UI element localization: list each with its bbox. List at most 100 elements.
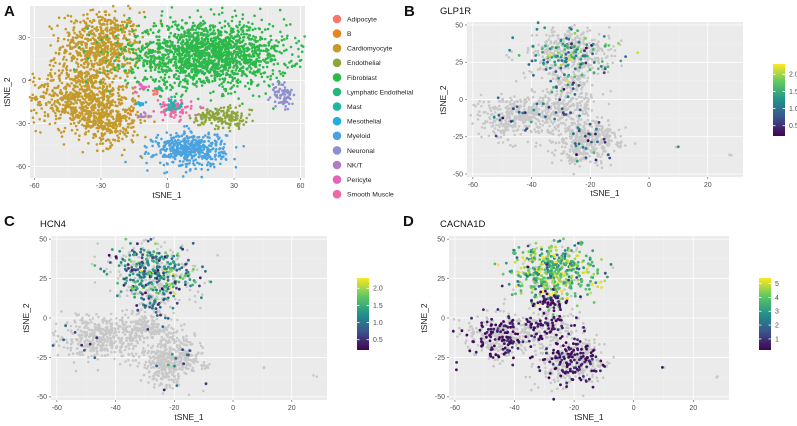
cell-point [139,121,142,125]
cell-point [169,16,172,19]
cell-point [241,102,244,105]
cell-point [206,168,210,172]
cell-point [57,110,61,113]
cell-point [205,153,208,156]
cell-point [32,80,35,83]
cell-point [179,55,182,59]
cell-point [160,105,163,109]
cell-point [154,66,157,69]
cell-point-unexpressed [476,113,480,116]
cell-point [72,102,75,106]
cell-point [283,49,286,53]
cell-point [107,63,111,66]
cell-point-unexpressed [567,67,570,70]
cell-point [70,128,74,132]
cell-point-unexpressed [580,96,584,99]
cell-point [72,68,76,71]
cell-point [215,49,218,53]
cell-point [121,137,124,141]
cell-point [185,45,189,48]
cell-point [169,100,173,103]
cell-point [238,119,242,122]
x-tick-label: -60 [29,183,39,190]
cell-point [32,108,36,112]
cell-point [181,175,185,178]
cell-point [98,90,101,93]
legend-swatch [332,131,342,141]
cell-point [160,14,163,17]
cell-point-unexpressed [546,149,550,153]
cell-point [145,62,149,65]
cell-point [203,66,207,70]
cell-point [95,76,98,79]
cell-point [107,77,111,80]
cell-point [254,62,257,65]
cell-point [277,83,281,86]
cell-point [276,62,280,65]
cell-point [48,25,51,28]
cell-point [151,144,154,148]
cell-point [183,130,186,133]
cell-point [180,19,184,22]
cell-point [169,88,172,92]
cell-point-unexpressed [510,109,513,113]
cell-point [83,62,86,65]
cell-point [51,79,54,82]
cell-point-unexpressed [577,117,581,120]
cell-point [123,20,127,24]
cell-point [80,87,83,91]
cell-point [246,36,250,39]
cell-point-unexpressed [611,61,614,65]
cell-point [129,24,133,28]
cell-point [101,84,105,88]
cell-point [163,38,166,41]
cell-point [112,117,115,121]
cell-point [74,90,78,93]
cell-point [195,85,198,88]
cell-point [34,98,37,102]
cell-point [162,56,165,60]
cell-point [187,54,190,57]
cell-point [101,124,105,128]
cell-point [78,134,81,137]
cell-point [86,95,90,99]
cell-point [284,100,288,103]
cell-point [209,91,212,95]
cell-point [188,43,191,47]
cell-point [246,46,249,50]
cell-point-unexpressed [562,40,566,43]
cell-point-unexpressed [550,31,554,34]
cell-point-unexpressed [612,45,615,48]
cell-point [208,109,212,113]
cell-point [69,106,72,109]
cell-point [64,93,68,97]
cell-point [181,110,184,114]
cell-point [84,127,88,130]
cell-point-unexpressed [549,41,552,45]
legend-swatch [332,160,342,170]
cell-point [85,88,88,91]
cell-point [276,96,279,99]
cell-point-unexpressed [515,99,519,103]
cell-point-unexpressed [490,113,494,116]
cell-point [247,21,250,24]
cell-point [259,7,262,11]
cell-point [227,57,230,61]
cell-point [101,101,104,104]
cell-point [240,33,243,36]
cell-point [180,36,183,39]
cell-point-unexpressed [478,100,482,103]
cell-point [111,115,114,119]
cell-point [208,28,212,32]
cell-point [85,80,88,83]
cell-point [163,73,167,76]
cell-point [75,81,78,85]
cell-point [172,149,176,152]
cell-point [182,78,185,82]
cell-point [229,106,232,110]
cell-point [50,75,53,79]
cell-point [121,62,124,66]
cell-point [251,28,255,32]
cell-point [71,39,75,42]
cell-point [175,135,178,138]
